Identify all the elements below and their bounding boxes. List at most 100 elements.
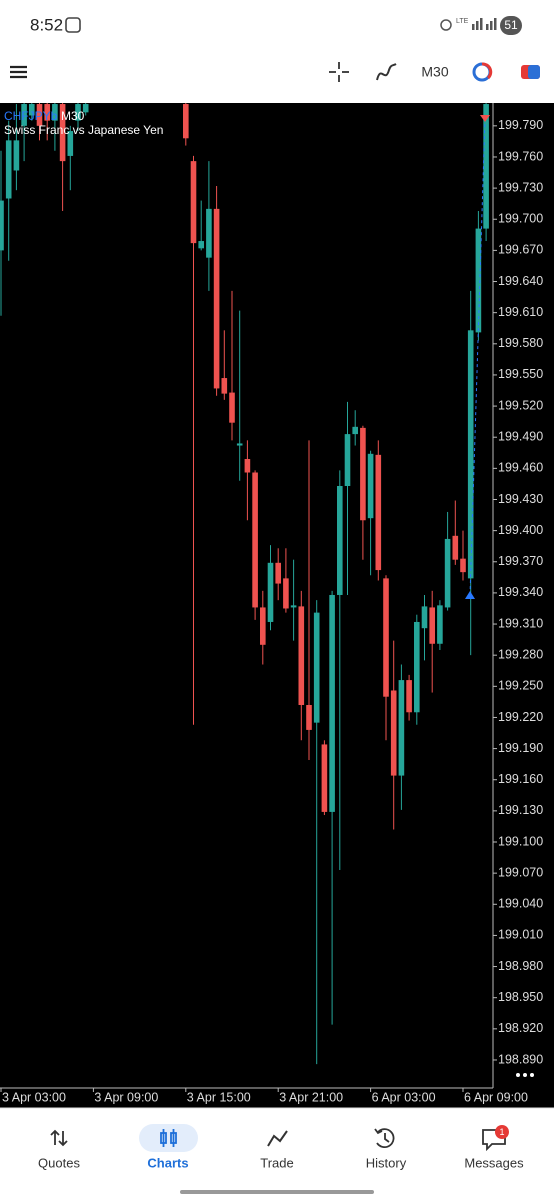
candle-body	[36, 104, 43, 126]
candle-body	[229, 392, 235, 423]
y-tick-label: 199.550	[498, 367, 543, 381]
candle-body	[52, 104, 58, 121]
candle-body	[13, 140, 20, 171]
candle-body	[298, 606, 305, 706]
y-tick-label: 198.920	[498, 1021, 543, 1035]
menu-button[interactable]	[10, 65, 27, 79]
y-tick-label: 198.890	[498, 1052, 543, 1066]
candle-body	[44, 104, 50, 121]
plot	[0, 103, 489, 1065]
candle-body	[5, 140, 12, 199]
y-tick-label: 199.730	[498, 180, 543, 194]
y-tick-label: 199.070	[498, 865, 543, 879]
candle-body	[360, 427, 366, 521]
sell-marker	[480, 115, 490, 122]
toolbar	[0, 50, 554, 103]
y-tick-label: 199.610	[498, 305, 543, 319]
chart-symbol: CHFJPYb	[4, 109, 58, 123]
charts-icon	[160, 1129, 177, 1147]
nav-item[interactable]: History	[366, 1155, 407, 1170]
candle-body	[29, 104, 35, 116]
crosshair-button[interactable]	[329, 62, 349, 82]
y-tick-label: 199.430	[498, 492, 543, 506]
candle-body	[383, 578, 389, 697]
svg-text:LTE: LTE	[456, 18, 469, 25]
candle-body	[283, 578, 289, 609]
buy-marker	[465, 591, 475, 599]
messages-badge-count: 1	[499, 1127, 504, 1137]
candle-body	[352, 426, 358, 435]
x-tick-label: 3 Apr 09:00	[94, 1090, 158, 1104]
y-tick-label: 199.760	[498, 149, 543, 163]
x-tick-label: 3 Apr 15:00	[187, 1090, 251, 1104]
chart-area[interactable]	[0, 103, 554, 1108]
candle-body	[475, 228, 482, 333]
candle-body	[198, 241, 204, 249]
active-pill	[139, 1124, 198, 1152]
candle-body	[321, 744, 328, 812]
candle-body	[444, 538, 451, 608]
y-tick-label: 199.520	[498, 398, 543, 412]
y-tick-label: 199.160	[498, 772, 543, 786]
new-order-button[interactable]	[521, 65, 540, 79]
nav-item[interactable]: Trade	[260, 1155, 293, 1170]
y-tick-label: 199.790	[498, 118, 543, 132]
x-tick-label: 3 Apr 03:00	[2, 1090, 66, 1104]
candle-body	[206, 208, 212, 258]
y-tick-label: 199.460	[498, 461, 543, 475]
candle-body	[236, 443, 243, 446]
trade-line	[469, 117, 486, 596]
candle-body	[467, 330, 474, 579]
status-time: 8:52	[30, 15, 63, 34]
y-tick-label: 199.220	[498, 710, 543, 724]
y-tick-label: 199.490	[498, 430, 543, 444]
nav-item[interactable]: Quotes	[38, 1155, 80, 1170]
y-tick-label: 199.370	[498, 554, 543, 568]
y-tick-label: 199.670	[498, 243, 543, 257]
x-tick-label: 6 Apr 03:00	[372, 1090, 436, 1104]
y-tick-label: 199.580	[498, 336, 543, 350]
y-tick-label: 198.950	[498, 990, 543, 1004]
y-tick-label: 199.040	[498, 897, 543, 911]
candle-body	[414, 621, 420, 713]
status-icon	[65, 17, 81, 33]
candle-body	[398, 680, 405, 776]
y-tick-label: 199.340	[498, 585, 543, 599]
battery-level: 51	[504, 18, 518, 32]
candle-body	[483, 104, 489, 229]
messages-badge	[495, 1125, 509, 1139]
candle-body	[275, 562, 281, 584]
bottom-nav	[0, 1108, 554, 1200]
candle-body	[75, 104, 81, 121]
indicators-button[interactable]	[376, 63, 397, 81]
candle-body	[260, 607, 266, 645]
y-tick-label: 199.640	[498, 274, 543, 288]
home-indicator	[180, 1190, 374, 1194]
y-tick-label: 199.130	[498, 803, 543, 817]
chart-description: Swiss Franc vs Japanese Yen	[4, 123, 163, 137]
y-tick-label: 199.310	[498, 616, 543, 630]
candle-body	[421, 606, 428, 629]
candle-body	[221, 378, 228, 394]
candle-body	[329, 594, 335, 812]
x-tick-label: 6 Apr 09:00	[464, 1090, 528, 1104]
candle-body	[67, 131, 74, 156]
candle-body	[313, 612, 320, 723]
candle-body	[406, 680, 412, 713]
chart-more-button[interactable]	[516, 1073, 534, 1077]
one-click-trading-button[interactable]	[472, 62, 493, 82]
candle-body	[267, 562, 274, 622]
candle-body	[390, 690, 397, 776]
nav-item[interactable]: Messages	[464, 1155, 524, 1170]
y-tick-label: 199.010	[498, 928, 543, 942]
y-tick-label: 199.400	[498, 523, 543, 537]
candle-body	[437, 605, 443, 644]
timeframe-button[interactable]: M30	[421, 64, 448, 80]
nav-item[interactable]: Charts	[147, 1155, 188, 1170]
candle-body	[367, 453, 374, 519]
candle-body	[244, 459, 251, 473]
candle-body	[375, 454, 382, 571]
candle-body	[183, 104, 189, 139]
candle-body	[252, 472, 258, 608]
